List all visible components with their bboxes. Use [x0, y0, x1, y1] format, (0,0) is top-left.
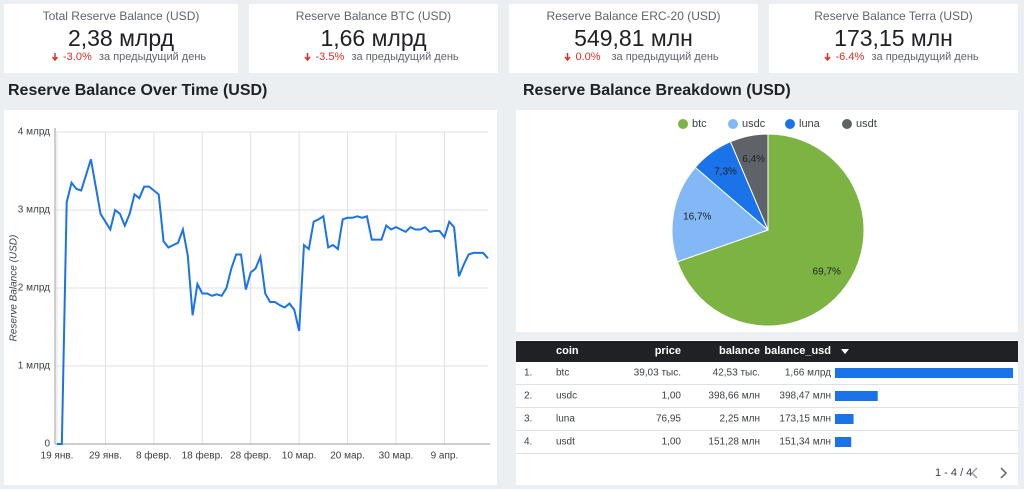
series-line [57, 159, 489, 445]
kpi-value: 2,38 млрд [68, 25, 175, 51]
down-arrow [564, 53, 571, 62]
cell: 76,95 [656, 414, 681, 425]
legend-label: usdt [856, 118, 877, 130]
kpi-value: 1,66 млрд [320, 25, 427, 51]
cell: 1,00 [662, 437, 682, 448]
kpi-delta: -3.5% [316, 51, 345, 63]
x-tick-label: 28 февр. [230, 450, 271, 462]
kpi-value: 173,15 млн [834, 25, 953, 51]
table-panel [516, 340, 1018, 485]
x-tick-label: 19 янв. [41, 451, 74, 462]
legend-label: luna [799, 118, 821, 130]
y-tick-label: 3 млрд [18, 205, 50, 216]
down-arrow [824, 53, 831, 62]
pie-slice [729, 133, 769, 231]
x-tick-label: 30 мар. [379, 451, 414, 462]
kpi-label: Reserve Balance BTC (USD) [296, 9, 451, 23]
cell: 173,15 млн [779, 414, 831, 425]
cell: 398,66 млн [708, 391, 760, 402]
cell: 42,53 тыс. [713, 368, 760, 379]
column-header: balance_usd [764, 345, 831, 357]
cell: 151,34 млн [779, 437, 831, 448]
kpi-delta-text: за предыдущий день [872, 51, 979, 63]
table-bar [835, 414, 854, 424]
column-header: price [655, 345, 681, 357]
sort-icon[interactable] [841, 349, 849, 354]
legend-label: btc [692, 118, 707, 130]
kpi-label: Total Reserve Balance (USD) [43, 9, 200, 23]
table-bar [835, 368, 1013, 378]
legend-swatch [785, 119, 795, 129]
y-tick-label: 2 млрд [18, 283, 50, 294]
row-index: 3. [524, 414, 532, 425]
kpi-delta: -3.0% [63, 51, 92, 63]
down-arrow [51, 53, 59, 62]
slice-label: 16,7% [683, 211, 711, 222]
next-page[interactable] [1000, 467, 1008, 479]
kpi-card [509, 4, 758, 73]
x-tick-label: 20 мар. [330, 451, 365, 462]
pie-slice [671, 166, 769, 263]
column-header: balance [719, 345, 760, 357]
y-tick-label: 4 млрд [18, 127, 50, 138]
y-axis-label: Reserve Balance (USD) [9, 235, 20, 342]
cell: 1,00 [662, 391, 682, 402]
legend-label: usdc [742, 118, 766, 130]
cell: btc [556, 368, 569, 379]
x-tick-label: 29 янв. [89, 451, 122, 462]
kpi-delta-text: за предыдущий день [99, 51, 206, 63]
y-tick-label: 0 [44, 439, 50, 450]
x-tick-label: 10 мар. [282, 451, 317, 462]
cell: 398,47 млн [779, 391, 831, 402]
cell: 151,28 млн [708, 437, 760, 448]
prev-page[interactable] [970, 467, 978, 479]
line-title: Reserve Balance Over Time (USD) [8, 82, 267, 99]
kpi-label: Reserve Balance Terra (USD) [814, 9, 973, 23]
kpi-label: Reserve Balance ERC-20 (USD) [546, 9, 720, 23]
kpi-card [769, 4, 1018, 73]
cell: 1,66 млрд [785, 368, 831, 379]
slice-label: 7,3% [714, 166, 737, 177]
column-header: coin [556, 345, 579, 357]
pie-title: Reserve Balance Breakdown (USD) [523, 82, 791, 99]
cell: usdt [556, 437, 575, 448]
row-index: 2. [524, 391, 532, 402]
kpi-delta-text: за предыдущий день [612, 51, 719, 63]
y-tick-label: 1 млрд [18, 361, 50, 372]
kpi-card [249, 4, 498, 73]
x-tick-label: 8 февр. [136, 450, 172, 462]
x-tick-label: 18 февр. [182, 450, 223, 462]
pie-slice [676, 133, 865, 327]
table-header [516, 341, 1018, 362]
row-index: 1. [524, 368, 532, 379]
row-index: 4. [524, 437, 532, 448]
kpi-card [4, 4, 238, 73]
cell: usdc [556, 391, 577, 402]
legend-swatch [678, 119, 688, 129]
slice-label: 6,4% [742, 154, 765, 165]
slice-label: 69,7% [813, 266, 841, 277]
cell: luna [556, 414, 575, 425]
table-bar [835, 437, 852, 447]
cell: 39,03 тыс. [634, 368, 681, 379]
legend-swatch [842, 119, 852, 129]
cell: 2,25 млн [720, 414, 760, 425]
pagination: 1 - 4 / 4 [935, 467, 972, 479]
kpi-delta: 0.0% [576, 51, 601, 63]
kpi-value: 549,81 млн [574, 25, 693, 51]
table-bar [835, 391, 878, 401]
down-arrow [304, 53, 311, 62]
kpi-delta: -6.4% [836, 51, 865, 63]
kpi-delta-text: за предыдущий день [352, 51, 459, 63]
x-tick-label: 9 апр. [431, 451, 459, 462]
legend-swatch [728, 119, 738, 129]
